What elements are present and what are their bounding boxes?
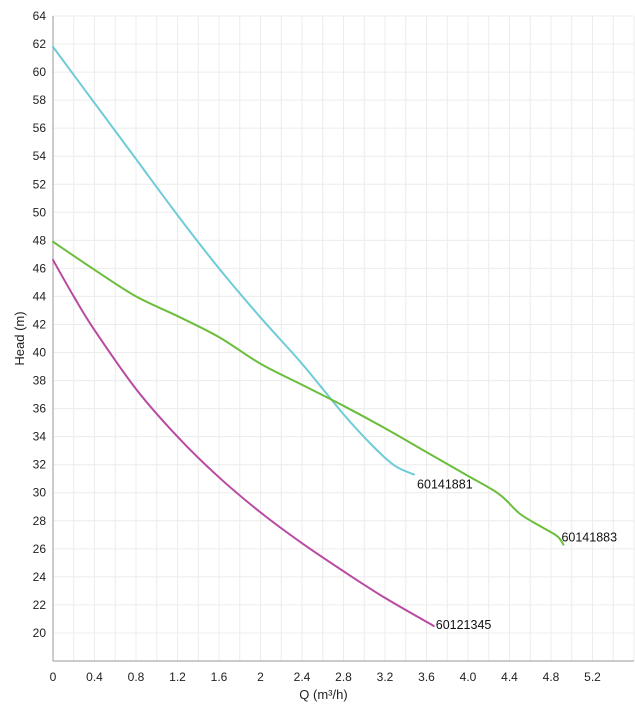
y-tick-label: 44 — [33, 289, 47, 303]
y-tick-label: 64 — [33, 9, 47, 23]
y-axis-title: Head (m) — [12, 311, 27, 365]
y-tick-label: 28 — [33, 514, 47, 528]
x-tick-label: 2.8 — [335, 670, 352, 684]
x-tick-label: 0 — [50, 670, 57, 684]
x-axis-title: Q (m³/h) — [299, 687, 347, 702]
y-tick-label: 34 — [33, 430, 47, 444]
x-tick-label: 5.2 — [584, 670, 601, 684]
y-tick-label: 30 — [33, 486, 47, 500]
series-line-60141881 — [52, 45, 416, 476]
x-tick-label: 1.2 — [169, 670, 186, 684]
y-tick-labels: 20 22 24 26 28 30 32 34 36 38 40 42 44 46 48 50 52 54 56 58… — [33, 9, 47, 640]
axes — [52, 16, 634, 662]
y-tick-label: 36 — [33, 402, 47, 416]
x-tick-label: 0.4 — [86, 670, 103, 684]
y-tick-label: 48 — [33, 233, 47, 247]
y-tick-label: 58 — [33, 93, 47, 107]
series-label: 60121345 — [436, 618, 492, 632]
x-tick-label: 4.8 — [543, 670, 560, 684]
x-tick-label: 2 — [257, 670, 264, 684]
y-tick-label: 32 — [33, 458, 47, 472]
y-tick-label: 22 — [33, 598, 47, 612]
y-tick-label: 46 — [33, 261, 47, 275]
x-tick-label: 1.6 — [211, 670, 228, 684]
y-tick-label: 40 — [33, 346, 47, 360]
series-label: 60141881 — [417, 478, 473, 492]
grid — [52, 15, 635, 662]
series-lines — [52, 45, 565, 627]
y-tick-label: 50 — [33, 205, 47, 219]
y-tick-label: 56 — [33, 121, 47, 135]
y-tick-label: 62 — [33, 37, 47, 51]
y-tick-label: 20 — [33, 626, 47, 640]
y-tick-label: 60 — [33, 65, 47, 79]
y-tick-label: 38 — [33, 374, 47, 388]
y-tick-label: 52 — [33, 177, 47, 191]
x-tick-labels: 0 0.4 0.8 1.2 1.6 2 2.4 2.8 3.2 3.6 4.0 4.4 4.8 5.2 — [50, 670, 602, 684]
x-tick-label: 3.6 — [418, 670, 435, 684]
series-line-60141883 — [52, 240, 565, 546]
x-tick-label: 0.8 — [128, 670, 145, 684]
series-labels: 60141881 60141883 60121345 — [417, 478, 617, 632]
y-tick-label: 26 — [33, 542, 47, 556]
x-tick-label: 3.2 — [377, 670, 394, 684]
series-line-60121345 — [52, 258, 435, 627]
x-tick-label: 4.0 — [460, 670, 477, 684]
x-tick-label: 4.4 — [501, 670, 518, 684]
x-tick-label: 2.4 — [294, 670, 311, 684]
y-tick-label: 42 — [33, 317, 47, 331]
y-tick-label: 24 — [33, 570, 47, 584]
series-label: 60141883 — [561, 531, 617, 545]
y-tick-label: 54 — [33, 149, 47, 163]
